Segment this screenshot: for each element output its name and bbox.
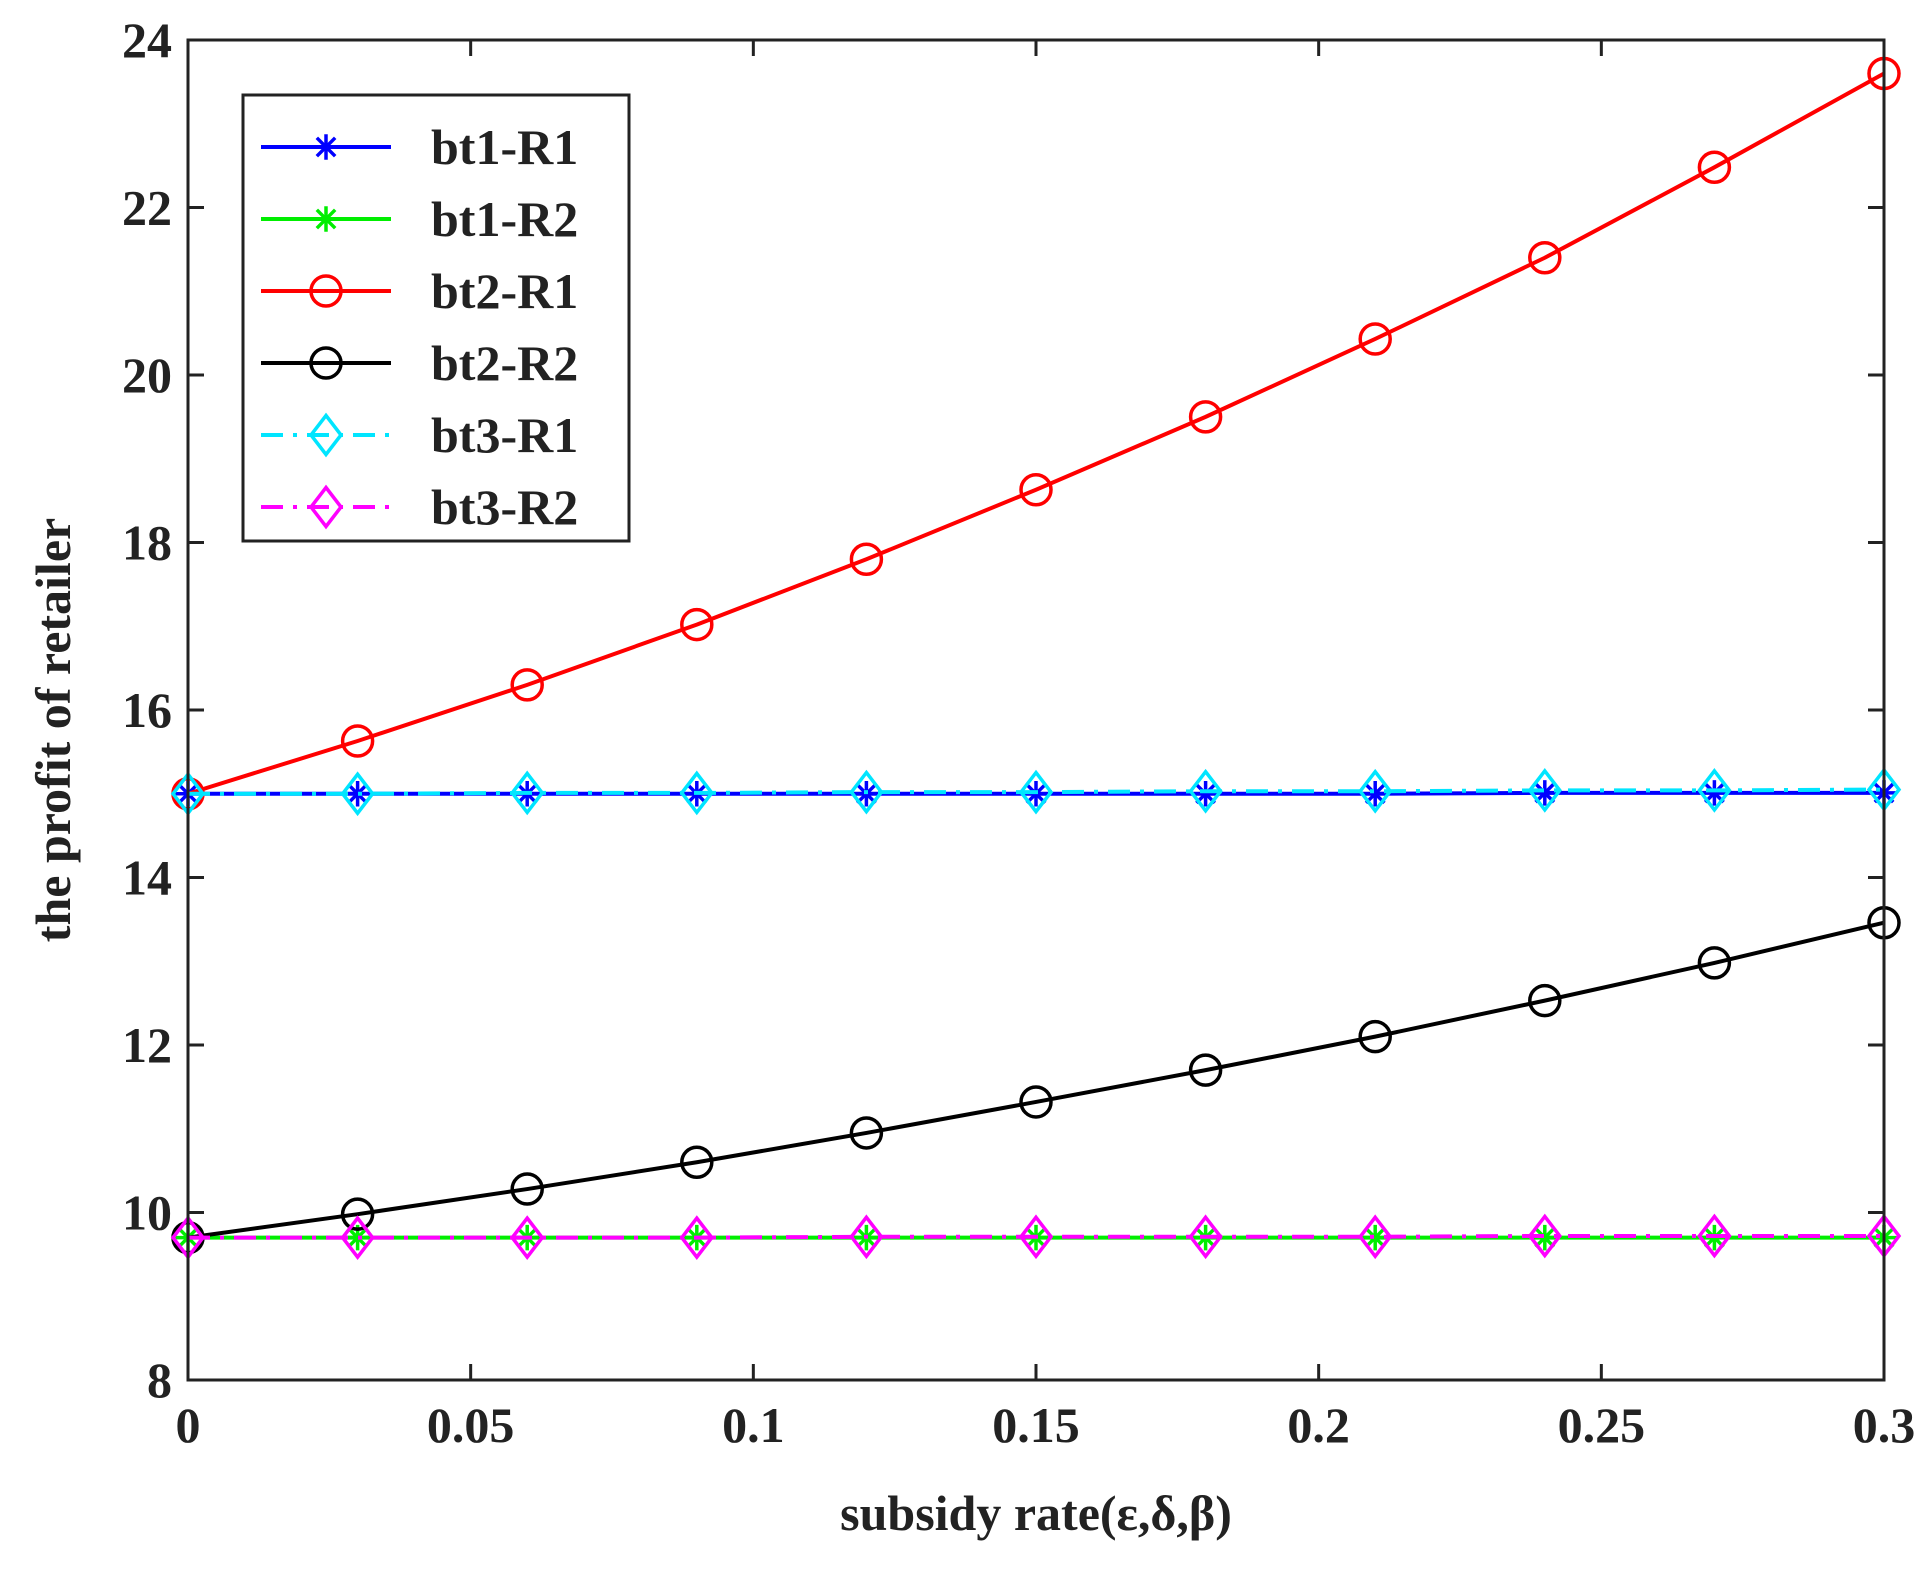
point-bt2-R2-5 — [1019, 1085, 1053, 1119]
legend-item-bt1-R2: bt1-R2 — [261, 191, 578, 247]
legend-marker-bt2-R2 — [309, 346, 343, 380]
point-bt2-R1-8 — [1528, 241, 1562, 275]
x-tick-label-3: 0.15 — [992, 1397, 1080, 1453]
point-bt2-R1-9 — [1697, 150, 1732, 185]
point-bt3-R2-3 — [679, 1215, 715, 1260]
x-tick-label-6: 0.3 — [1853, 1397, 1916, 1453]
point-bt3-R1-7 — [1357, 768, 1393, 814]
legend-marker-bt3-R1 — [308, 412, 344, 458]
series-line-bt2-R2 — [187, 920, 1885, 1240]
x-tick-label-0: 0 — [176, 1397, 201, 1453]
legend-item-bt2-R1: bt2-R1 — [261, 263, 578, 319]
y-tick-label-2: 12 — [122, 1017, 172, 1073]
point-bt1-R1-7 — [1362, 781, 1388, 807]
y-tick-label-6: 20 — [122, 347, 172, 403]
point-bt1-R1-9 — [1701, 780, 1728, 806]
series-layer — [170, 56, 1902, 1260]
point-bt3-R1-1 — [340, 771, 375, 817]
x-tick-label-4: 0.2 — [1287, 1397, 1350, 1453]
point-bt3-R2-1 — [340, 1215, 375, 1260]
point-bt2-R1-5 — [1019, 472, 1053, 507]
point-bt3-R2-6 — [1188, 1214, 1223, 1260]
point-bt2-R2-1 — [340, 1197, 375, 1231]
axes-layer: 0 0.05 0.1 0.15 0.2 0.25 0.3 8 10 12 14 16 18 20 22 24 — [122, 12, 1915, 1453]
series-line-bt3-R2 — [188, 1233, 1884, 1240]
series-line-bt2-R1 — [187, 71, 1885, 796]
x-axis-label: subsidy rate(ε,δ,β) — [840, 1485, 1232, 1541]
y-axis-label: the profit of retailer — [25, 518, 81, 942]
y-tick-label-5: 18 — [122, 515, 172, 571]
point-bt3-R2-4 — [849, 1214, 884, 1260]
legend-marker-bt2-R1 — [309, 274, 343, 308]
point-bt2-R1-6 — [1188, 400, 1223, 434]
point-bt3-R2-9 — [1697, 1213, 1732, 1259]
point-bt3-R1-3 — [679, 770, 715, 816]
point-bt2-R2-8 — [1528, 983, 1562, 1018]
x-tick-label-2: 0.1 — [722, 1397, 785, 1453]
legend: bt1-R1 bt1-R2 bt2-R1 bt2-R2 bt3-R1 bt3-R2 — [241, 93, 631, 543]
y-tick-label-0: 8 — [147, 1352, 172, 1408]
legend-label-bt3-R2: bt3-R2 — [431, 479, 578, 535]
point-bt2-R2-3 — [680, 1145, 714, 1179]
y-tick-label-8: 24 — [122, 12, 172, 68]
legend-item-bt3-R1: bt3-R1 — [261, 407, 578, 463]
legend-label-bt3-R1: bt3-R1 — [431, 407, 578, 463]
legend-label-bt1-R2: bt1-R2 — [431, 191, 578, 247]
series-bt3-R1 — [170, 767, 1902, 817]
legend-marker-bt1-R2 — [313, 206, 339, 232]
y-tick-label-7: 22 — [122, 180, 172, 236]
point-bt3-R2-7 — [1357, 1214, 1393, 1260]
point-bt2-R2-4 — [849, 1116, 884, 1150]
point-bt3-R1-9 — [1697, 768, 1732, 813]
point-bt2-R2-7 — [1358, 1019, 1392, 1054]
legend-label-bt1-R1: bt1-R1 — [431, 119, 578, 175]
point-bt3-R1-8 — [1527, 768, 1563, 813]
series-line-bt3-R1 — [188, 787, 1885, 796]
x-tick-label-1: 0.05 — [427, 1397, 515, 1453]
y-tick-label-4: 16 — [122, 682, 172, 738]
y-tick-label-1: 10 — [122, 1185, 172, 1241]
point-bt3-R2-5 — [1018, 1214, 1054, 1260]
point-bt3-R1-2 — [509, 770, 545, 816]
point-bt2-R1-1 — [340, 724, 375, 758]
x-tick-label-5: 0.25 — [1558, 1397, 1646, 1453]
y-tick-label-3: 14 — [122, 850, 172, 906]
legend-item-bt2-R2: bt2-R2 — [261, 335, 578, 391]
point-bt3-R2-2 — [509, 1215, 545, 1260]
point-bt2-R2-6 — [1188, 1053, 1223, 1087]
point-bt2-R1-4 — [849, 542, 884, 576]
legend-item-bt3-R2: bt3-R2 — [261, 479, 578, 535]
point-bt3-R2-8 — [1527, 1213, 1563, 1259]
legend-marker-bt3-R2 — [308, 484, 344, 530]
point-bt1-R1-6 — [1192, 781, 1219, 807]
legend-item-bt1-R1: bt1-R1 — [261, 119, 578, 175]
point-bt2-R2-9 — [1697, 946, 1732, 980]
point-bt2-R1-3 — [680, 607, 714, 642]
point-bt2-R1-7 — [1358, 322, 1392, 356]
legend-box — [241, 93, 631, 543]
point-bt3-R1-5 — [1018, 769, 1054, 815]
point-bt2-R2-2 — [510, 1172, 544, 1206]
point-bt1-R2-1 — [344, 1224, 371, 1251]
point-bt2-R1-2 — [510, 668, 544, 702]
point-bt1-R1-1 — [344, 781, 371, 807]
legend-label-bt2-R2: bt2-R2 — [431, 335, 578, 391]
point-bt1-R1-8 — [1532, 780, 1558, 806]
legend-marker-bt1-R1 — [313, 134, 339, 160]
point-bt3-R1-4 — [849, 769, 884, 815]
point-bt1-R2-7 — [1362, 1224, 1388, 1251]
point-bt3-R1-6 — [1188, 768, 1223, 814]
legend-label-bt2-R1: bt2-R1 — [431, 263, 578, 319]
